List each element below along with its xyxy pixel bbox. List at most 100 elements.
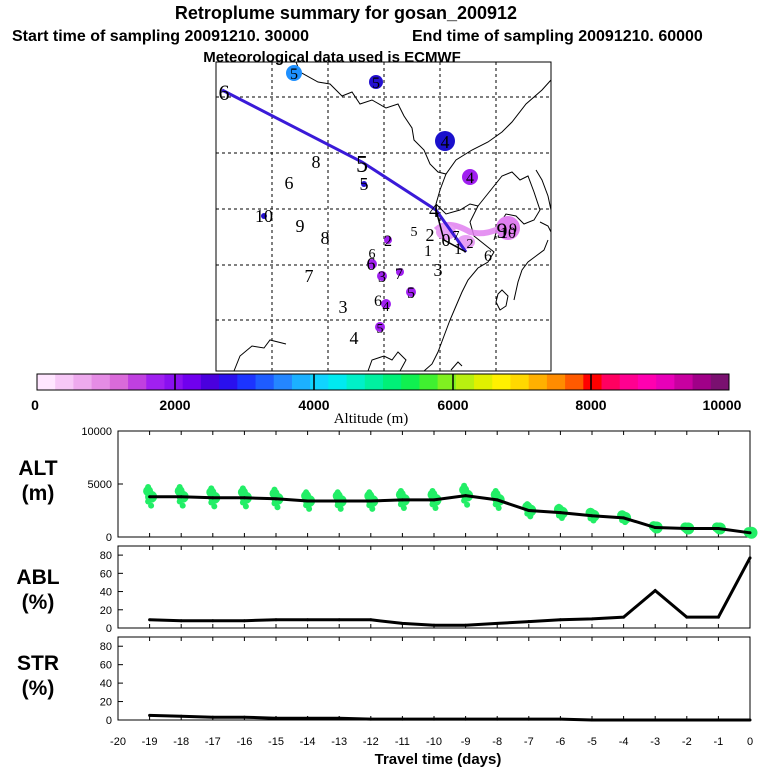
colorbar-swatch [492,374,511,390]
plume-blob-east [496,216,520,240]
colorbar-swatch [55,374,74,390]
str-data-point [337,716,341,720]
colorbar-swatch [164,374,184,390]
day-label: 9 [497,218,508,243]
map-gridlines [216,62,551,371]
altitude-scatter-point [524,501,531,508]
day-label: 1 [454,241,462,258]
marker-dot [406,287,416,297]
mean-trajectory-line [221,88,468,253]
altitude-scatter-point [303,489,310,496]
colorbar-swatch [364,374,384,390]
colorbar-swatch [510,374,530,390]
str-data-point [748,718,752,722]
colorbar-swatch [674,374,694,390]
alt-data-point [716,527,720,531]
altitude-scatter-point [397,487,404,494]
abl-data-point [653,589,657,593]
colorbar-swatch [401,374,420,390]
altitude-scatter-point [464,501,471,508]
x-tick-label: -7 [524,736,534,748]
str-data-point [464,717,468,721]
marker-labels: 5 5 4 4 6 5 9 [290,66,517,262]
day-label: 10 [500,225,516,242]
marker-label: 6 [369,247,376,262]
abl-data-point [590,617,594,621]
x-tick-label: -10 [426,736,442,748]
altitude-scatter-point [337,505,344,512]
colorbar-swatch [182,374,202,390]
marker-dot [286,65,302,81]
y-tick-label: 0 [106,715,112,727]
colorbar-border [36,373,730,391]
str-data-point [179,714,183,718]
colorbar-swatch [583,374,603,390]
x-tick-label: -9 [461,736,471,748]
str-panel-unit: (%) [22,677,55,700]
day-label: 2 [426,225,435,245]
x-tick-label: -5 [587,736,597,748]
abl-panel: 0 20 40 60 80 [100,545,752,635]
alt-data-point [464,494,468,498]
marker-dot [377,271,387,281]
str-data-point [369,717,373,721]
altitude-scatter-point [239,485,246,492]
day-label: 5 [377,322,384,337]
x-tick-label: -2 [682,736,692,748]
altitude-scatter-point [176,484,183,491]
alt-data-point [685,527,689,531]
abl-data-point [748,556,752,560]
abl-data-point [274,618,278,622]
str-data-point [242,715,246,719]
day-label: 4 [350,328,359,348]
day-label: 7 [305,266,314,286]
colorbar-tick: 0 [31,397,39,413]
colorbar-ticks: 0 2000 4000 6000 8000 10000 [31,397,742,413]
x-tick-label: -16 [236,736,252,748]
abl-data-point [337,618,341,622]
y-tick-label: 20 [100,697,112,709]
figure-title: Retroplume summary for gosan_200912 [175,3,517,23]
abl-data-point [716,615,720,619]
end-time-label: End time of sampling 20091210. 60000 [412,28,703,45]
colorbar-swatch [237,374,257,390]
x-tick-label: -19 [142,736,158,748]
colorbar-swatch [528,374,548,390]
colorbar-tick: 4000 [298,397,329,413]
y-tick-label: 60 [100,568,112,580]
colorbar-swatch [455,374,475,390]
alt-data-point [748,531,752,535]
trajectory-map: 6 5 4 3 2 1 0 8 6 5 10 9 8 7 3 4 6 7 5 2… [215,61,552,372]
colorbar-swatch [310,374,329,390]
abl-series-line [149,557,752,627]
day-label: 6 [367,254,376,274]
abl-data-point [400,621,404,625]
abl-data-point [527,620,531,624]
x-tick-label: -6 [556,736,566,748]
alt-data-point [653,525,657,529]
str-panel-label: STR [17,652,59,675]
alt-data-point [590,514,594,518]
x-tick-label: 0 [747,736,753,748]
str-data-point [400,717,404,721]
str-data-point [685,718,689,722]
altitude-scatter-point [211,503,218,510]
y-tick-label: 20 [100,605,112,617]
colorbar-tick: 2000 [159,397,190,413]
panel-frame [117,545,751,629]
panel-frame [117,430,751,538]
x-tick-label: -3 [650,736,660,748]
altitude-scatter-point [622,519,629,526]
day-label: 5 [407,285,415,302]
altitude-scatter-point [145,484,152,491]
marker-dot [369,75,383,89]
alt-data-point [558,511,562,515]
day-label: 10 [255,206,273,226]
altitude-scatter-point [274,504,281,511]
abl-data-point [306,618,310,622]
cluster-markers [261,65,478,332]
x-tick-label: -20 [110,736,126,748]
start-time-label: Start time of sampling 20091210. 30000 [12,28,309,45]
altitude-scatter-point [179,502,186,509]
